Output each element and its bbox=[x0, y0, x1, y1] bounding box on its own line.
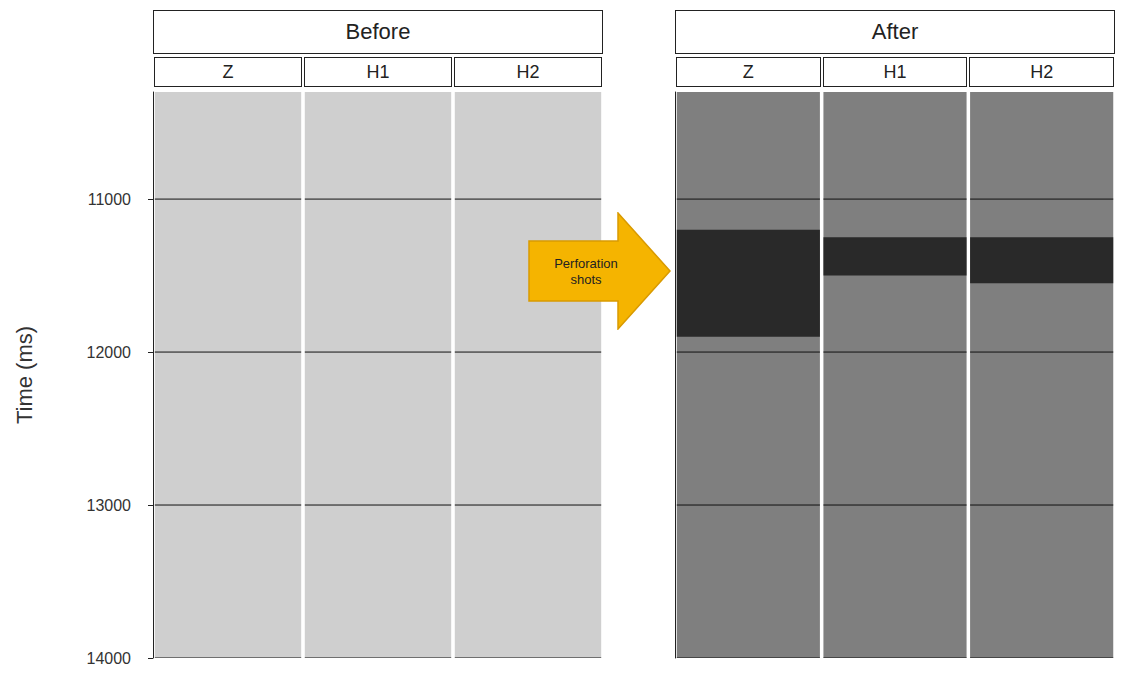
html-text:Z: Z bbox=[222, 61, 234, 82]
html-text:H1: H1 bbox=[883, 61, 907, 82]
html-text:H1: H1 bbox=[366, 61, 390, 82]
html-text:H2: H2 bbox=[1030, 61, 1054, 82]
html-text:Z: Z bbox=[742, 61, 754, 82]
svg-text:Time (ms): Time (ms) bbox=[12, 326, 37, 424]
svg-text:12000: 12000 bbox=[87, 344, 132, 361]
svg-text:13000: 13000 bbox=[87, 497, 132, 514]
svg-text:Perforation: Perforation bbox=[554, 256, 618, 271]
svg-text:11000: 11000 bbox=[88, 191, 131, 208]
svg-text:14000: 14000 bbox=[87, 650, 132, 667]
svg-text:shots: shots bbox=[570, 272, 602, 287]
html-text:H2: H2 bbox=[516, 61, 540, 82]
html-text:After: After bbox=[871, 19, 919, 44]
html-text:Before: Before bbox=[345, 19, 411, 44]
